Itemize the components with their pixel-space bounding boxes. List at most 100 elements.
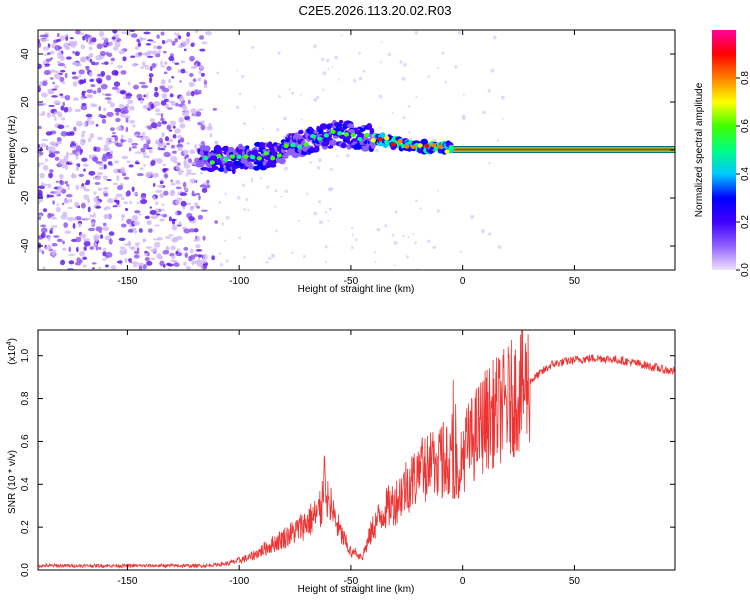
noise-speckle	[163, 71, 168, 75]
noise-speckle	[101, 37, 107, 41]
noise-speckle	[218, 201, 222, 205]
noise-speckle	[184, 71, 188, 74]
ridge-hotspot	[357, 136, 363, 142]
y-tick-label: 0.8	[20, 391, 31, 405]
noise-speckle	[170, 189, 175, 195]
ridge-hotspot	[256, 156, 262, 161]
noise-speckle	[133, 220, 140, 226]
noise-speckle	[160, 60, 163, 66]
noise-speckle	[183, 48, 187, 52]
noise-speckle	[64, 72, 68, 79]
noise-speckle	[275, 127, 280, 132]
noise-speckle	[72, 81, 78, 87]
noise-speckle	[102, 226, 110, 232]
noise-speckle	[114, 136, 119, 142]
noise-speckle	[179, 95, 185, 102]
noise-speckle	[236, 105, 240, 110]
noise-speckle	[145, 42, 152, 46]
colorbar-label: Normalized spectral amplitude	[694, 82, 705, 217]
noise-speckle	[408, 131, 411, 134]
noise-speckle	[144, 67, 151, 70]
ridge-blob	[420, 138, 428, 146]
colorbar-tick-label: 0.6	[740, 119, 750, 133]
noise-speckle	[77, 223, 82, 228]
noise-speckle	[128, 105, 135, 111]
noise-speckle	[487, 89, 492, 93]
noise-speckle	[168, 216, 172, 222]
noise-speckle	[175, 200, 181, 205]
noise-speckle	[57, 124, 65, 130]
noise-speckle	[170, 245, 176, 251]
noise-speckle	[64, 180, 69, 185]
noise-speckle	[218, 252, 222, 256]
noise-speckle	[80, 44, 86, 50]
noise-speckle	[317, 158, 322, 163]
noise-speckle	[199, 48, 206, 52]
noise-speckle	[191, 190, 195, 197]
noise-speckle	[40, 162, 45, 165]
noise-speckle	[436, 189, 439, 192]
snr-scale-label: (x104)	[6, 338, 18, 365]
noise-speckle	[274, 205, 277, 208]
noise-speckle	[131, 261, 139, 265]
noise-speckle	[49, 169, 54, 173]
noise-speckle	[116, 143, 123, 148]
noise-speckle	[123, 106, 128, 110]
noise-speckle	[104, 147, 111, 150]
noise-speckle	[184, 187, 188, 191]
ridge-blob	[223, 168, 228, 174]
ridge-blob	[215, 150, 223, 155]
ridge-blob	[219, 163, 224, 169]
ridge-blob	[239, 146, 247, 150]
noise-speckle	[81, 90, 86, 94]
noise-speckle	[46, 146, 54, 149]
ridge-hotspot	[431, 142, 437, 148]
noise-speckle	[62, 247, 67, 251]
noise-speckle	[195, 192, 200, 196]
ridge-hotspot	[203, 155, 209, 161]
noise-speckle	[102, 258, 107, 261]
noise-speckle	[223, 239, 227, 242]
noise-speckle	[67, 206, 74, 209]
noise-speckle	[127, 31, 131, 36]
noise-speckle	[70, 42, 77, 48]
noise-speckle	[52, 113, 56, 118]
noise-speckle	[162, 87, 170, 93]
noise-speckle	[116, 200, 120, 205]
noise-speckle	[350, 246, 354, 250]
noise-speckle	[116, 65, 123, 69]
noise-speckle	[179, 123, 186, 129]
noise-speckle	[462, 94, 465, 97]
noise-speckle	[221, 222, 225, 226]
noise-speckle	[78, 74, 82, 78]
ridge-blob	[387, 135, 394, 139]
noise-speckle	[85, 36, 89, 43]
ridge-hotspot	[317, 136, 323, 142]
noise-speckle	[193, 111, 197, 118]
noise-speckle	[129, 119, 136, 124]
noise-speckle	[331, 66, 334, 69]
noise-speckle	[68, 260, 75, 265]
noise-speckle	[274, 189, 278, 193]
noise-speckle	[278, 95, 281, 98]
noise-speckle	[110, 57, 116, 62]
noise-speckle	[162, 163, 167, 167]
noise-speckle	[340, 34, 343, 37]
noise-speckle	[72, 222, 76, 229]
noise-speckle	[60, 131, 68, 137]
noise-speckle	[72, 50, 75, 54]
noise-speckle	[165, 103, 169, 109]
ridge-hotspot	[283, 143, 289, 148]
ridge-hotspot	[296, 144, 303, 150]
noise-speckle	[143, 155, 150, 159]
noise-speckle	[336, 155, 339, 158]
noise-speckle	[112, 205, 118, 208]
noise-speckle	[492, 35, 497, 40]
noise-speckle	[80, 202, 86, 209]
noise-speckle	[91, 267, 95, 270]
noise-speckle	[127, 99, 134, 105]
noise-speckle	[174, 62, 180, 65]
x-tick-label: 0	[460, 276, 466, 287]
noise-speckle	[500, 95, 505, 100]
noise-speckle	[63, 222, 68, 228]
